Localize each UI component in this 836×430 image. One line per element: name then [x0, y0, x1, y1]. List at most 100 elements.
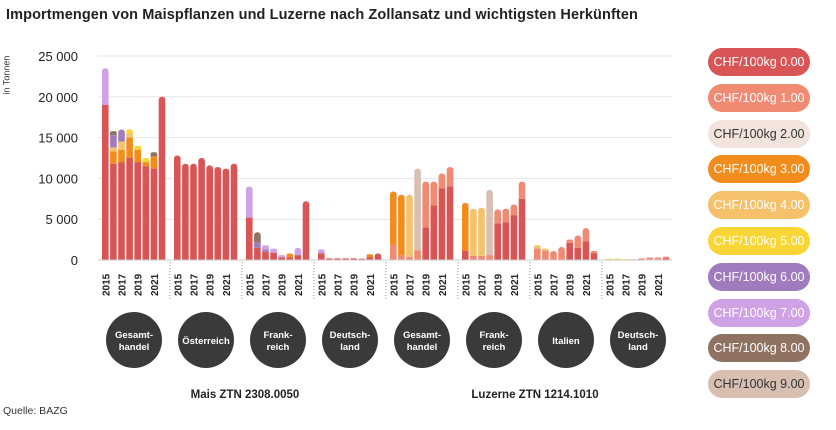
legend-item[interactable]: CHF/100kg 6.00 [708, 262, 810, 291]
x-tick-label: 2019 [350, 273, 361, 296]
y-tick-label: 10 000 [38, 171, 78, 186]
bar-segment [150, 156, 158, 169]
x-tick-label: 2021 [150, 273, 161, 296]
x-tick-label: 2019 [206, 273, 217, 296]
group-badge [322, 312, 378, 368]
legend-item[interactable]: CHF/100kg 5.00 [708, 226, 810, 255]
bar-segment [510, 204, 518, 216]
bar-segment [390, 191, 397, 245]
bar-segment [262, 245, 269, 250]
bar-segment [422, 227, 429, 260]
x-tick-label: 2021 [222, 273, 233, 296]
bar-segment [262, 251, 269, 260]
legend-item[interactable]: CHF/100kg 7.00 [708, 298, 810, 327]
bar-segment [142, 158, 150, 163]
legend-item[interactable]: CHF/100kg 3.00 [708, 155, 810, 184]
x-tick-label: 2017 [478, 273, 489, 296]
legend-item[interactable]: CHF/100kg 9.00 [708, 370, 810, 399]
bar-segment [462, 202, 469, 252]
bar-segment [398, 255, 405, 260]
x-tick-label: 2015 [317, 273, 328, 296]
x-tick-label: 2021 [510, 273, 521, 296]
bar-segment [574, 235, 582, 248]
x-tick-label: 2017 [334, 273, 345, 296]
chart-title: Importmengen von Maispflanzen und Luzern… [6, 7, 638, 23]
bar-segment [430, 181, 438, 206]
legend-item[interactable]: CHF/100kg 8.00 [708, 334, 810, 363]
x-tick-label: 2017 [550, 273, 561, 296]
bar-segment [134, 162, 141, 260]
x-tick-label: 2019 [134, 273, 145, 296]
y-tick-label: 20 000 [38, 90, 78, 105]
x-tick-label: 2015 [245, 273, 256, 296]
legend-item[interactable]: CHF/100kg 0.00 [708, 48, 810, 76]
bar-segment [110, 163, 117, 260]
bar-segment [438, 173, 446, 189]
group-label: Gesamt-handel [403, 330, 441, 353]
bar-segment [126, 129, 133, 134]
bar-segment [102, 104, 109, 261]
bar-segment [590, 251, 598, 254]
bar-segment [646, 257, 654, 260]
bar-segment [286, 253, 294, 258]
bar-segment [566, 239, 573, 243]
bar-segment [150, 168, 158, 260]
bar-segment [494, 223, 501, 260]
bar-segment [574, 247, 582, 260]
product-label: Mais ZTN 2308.0050 [191, 389, 300, 401]
bar-segment [518, 198, 526, 260]
bar-segment [182, 163, 189, 260]
bar-segment [318, 249, 325, 254]
bar-segment [142, 162, 150, 167]
x-tick-label: 2021 [294, 273, 305, 296]
stacked-bar-chart: 0 5 000 10 000 15 000 20 000 25 000 2015 2017 20… [38, 49, 672, 401]
bar-segment [470, 208, 477, 256]
group-label: Österreich [182, 336, 230, 347]
bar-segment [502, 222, 510, 260]
bar-segment [654, 257, 662, 260]
bar-segment [118, 162, 125, 260]
x-tick-label: 2015 [461, 273, 472, 296]
group-badge [466, 312, 522, 368]
bar-segment [662, 256, 670, 259]
group-badge [106, 312, 162, 368]
bar-segment [150, 152, 158, 157]
bar-segment [486, 189, 493, 256]
legend-item[interactable]: CHF/100kg 1.00 [708, 83, 810, 112]
bar-segment [494, 209, 501, 224]
bar-segment [422, 181, 429, 228]
bar-segment [270, 248, 277, 253]
bar-segment [302, 201, 310, 260]
y-tick-label: 25 000 [38, 49, 78, 64]
x-tick-label: 2019 [566, 273, 577, 296]
legend-item[interactable]: CHF/100kg 2.00 [708, 119, 810, 148]
bar-segment [286, 257, 294, 260]
bar-segment [110, 147, 117, 152]
bar-segment [246, 186, 253, 218]
bar-segment [254, 242, 261, 248]
bar-segment [662, 258, 670, 260]
group-badge [394, 312, 450, 368]
x-tick-label: 2015 [101, 273, 112, 296]
bar-segment [134, 149, 141, 163]
bar-segment [134, 145, 141, 150]
group-label: Frank-reich [263, 330, 292, 353]
bar-segment [590, 253, 598, 260]
bar-segment [414, 168, 421, 251]
bar-segment [102, 68, 109, 105]
x-tick-label: 2015 [533, 273, 544, 296]
bar-segment [486, 255, 493, 260]
x-tick-label: 2017 [190, 273, 201, 296]
bar-segment [542, 248, 549, 252]
bar-segment [550, 251, 557, 260]
bar-segment [438, 188, 446, 260]
legend-item[interactable]: CHF/100kg 4.00 [708, 191, 810, 220]
bar-segment [126, 133, 133, 138]
x-tick-label: 2019 [278, 273, 289, 296]
bar-segment [126, 158, 133, 260]
bar-segment [446, 186, 454, 260]
bar-segment [566, 242, 573, 260]
x-tick-label: 2021 [366, 273, 377, 296]
bar-segment [470, 255, 477, 260]
bar-segment [414, 250, 421, 260]
